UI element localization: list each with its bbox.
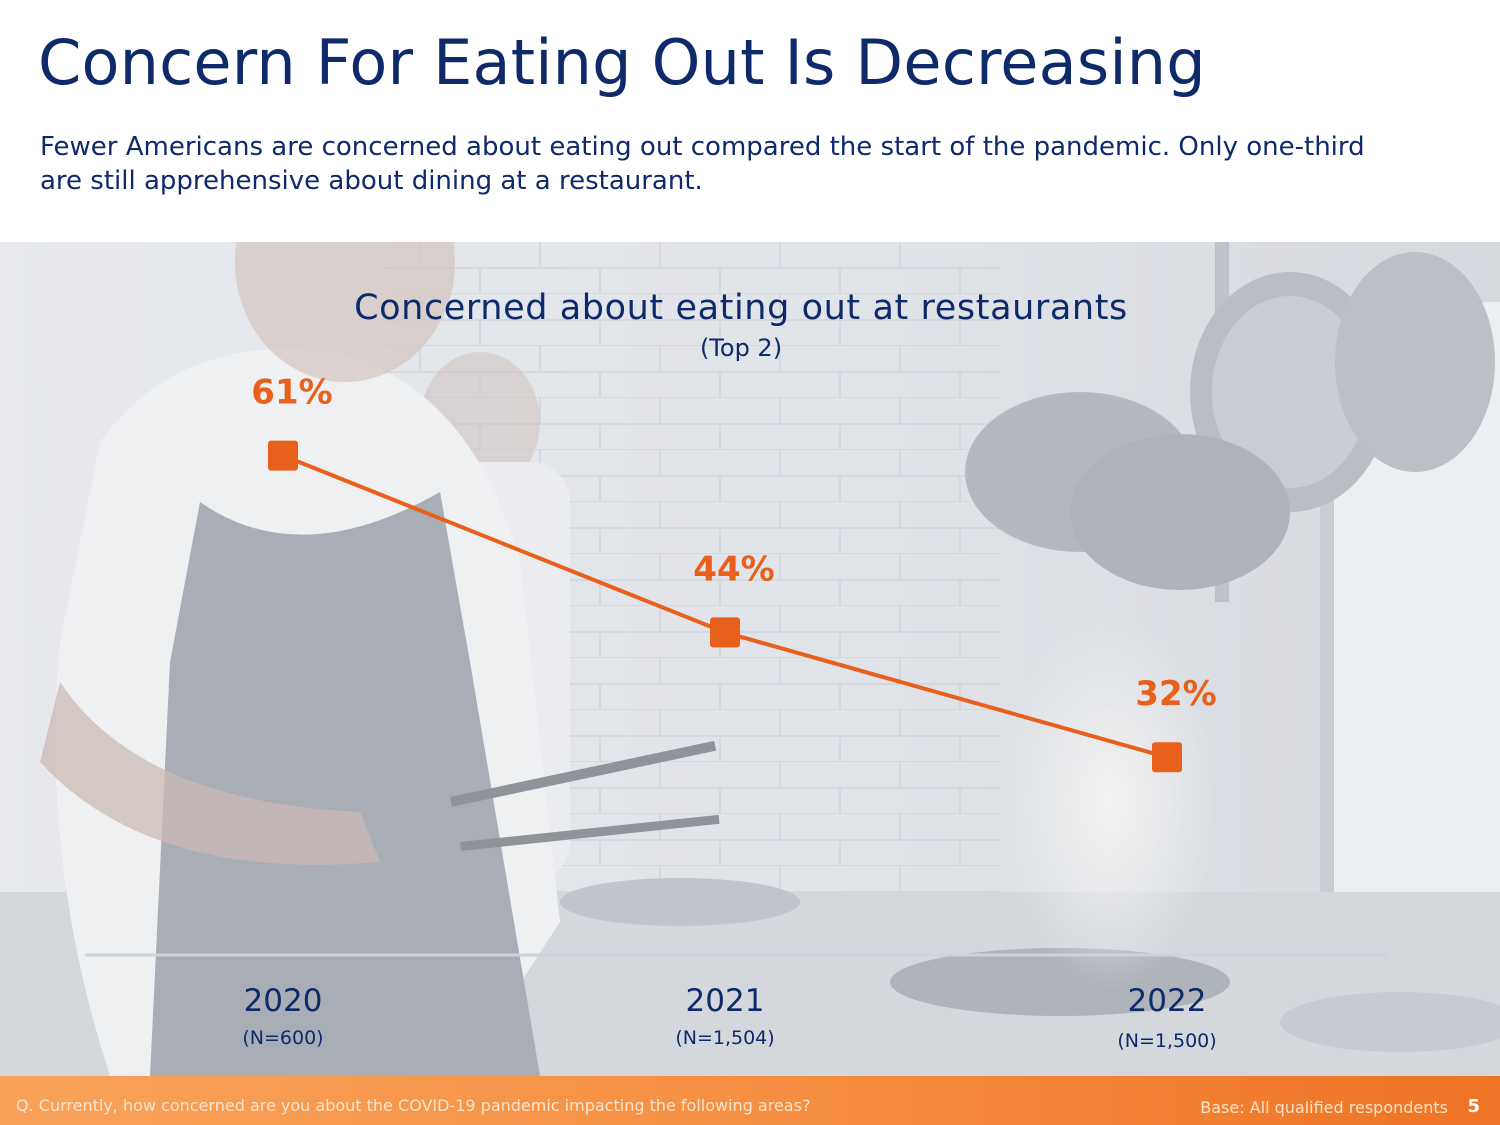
- footer-bar: Q. Currently, how concerned are you abou…: [0, 1076, 1500, 1125]
- page-number: 5: [1467, 1096, 1480, 1117]
- kitchen-chef-photo: [0, 242, 1500, 1076]
- line-chart: 61% 44% 32% 2020 (N=600) 2021 (N=1,504) 2022 (N=…: [85, 373, 1388, 1052]
- chart-title: Concerned about eating out at restaurant…: [354, 288, 1128, 328]
- data-point-2020: [268, 440, 298, 471]
- series-line: [282, 453, 1168, 760]
- sample-size-2020: (N=600): [242, 1027, 323, 1049]
- chart-subtitle: (Top 2): [699, 334, 783, 362]
- sample-size-2022: (N=1,500): [1117, 1030, 1216, 1052]
- sample-size-2021: (N=1,504): [675, 1027, 774, 1049]
- x-tick-label-2021: 2021: [686, 983, 765, 1019]
- footer-base: Base: All qualified respondents: [1200, 1098, 1448, 1117]
- x-tick-label-2020: 2020: [244, 983, 323, 1019]
- data-point-2022: [1152, 742, 1182, 773]
- data-label-2021: 44%: [693, 549, 774, 589]
- page-subtitle: Fewer Americans are concerned about eati…: [40, 132, 1365, 196]
- x-tick-label-2022: 2022: [1128, 983, 1207, 1019]
- page-title: Concern For Eating Out Is Decreasing: [38, 26, 1206, 99]
- data-point-2021: [710, 617, 740, 648]
- data-label-2022: 32%: [1135, 674, 1216, 714]
- photo-illustration: [0, 242, 1500, 1076]
- footer-question: Q. Currently, how concerned are you abou…: [16, 1096, 811, 1115]
- data-label-2020: 61%: [251, 373, 332, 413]
